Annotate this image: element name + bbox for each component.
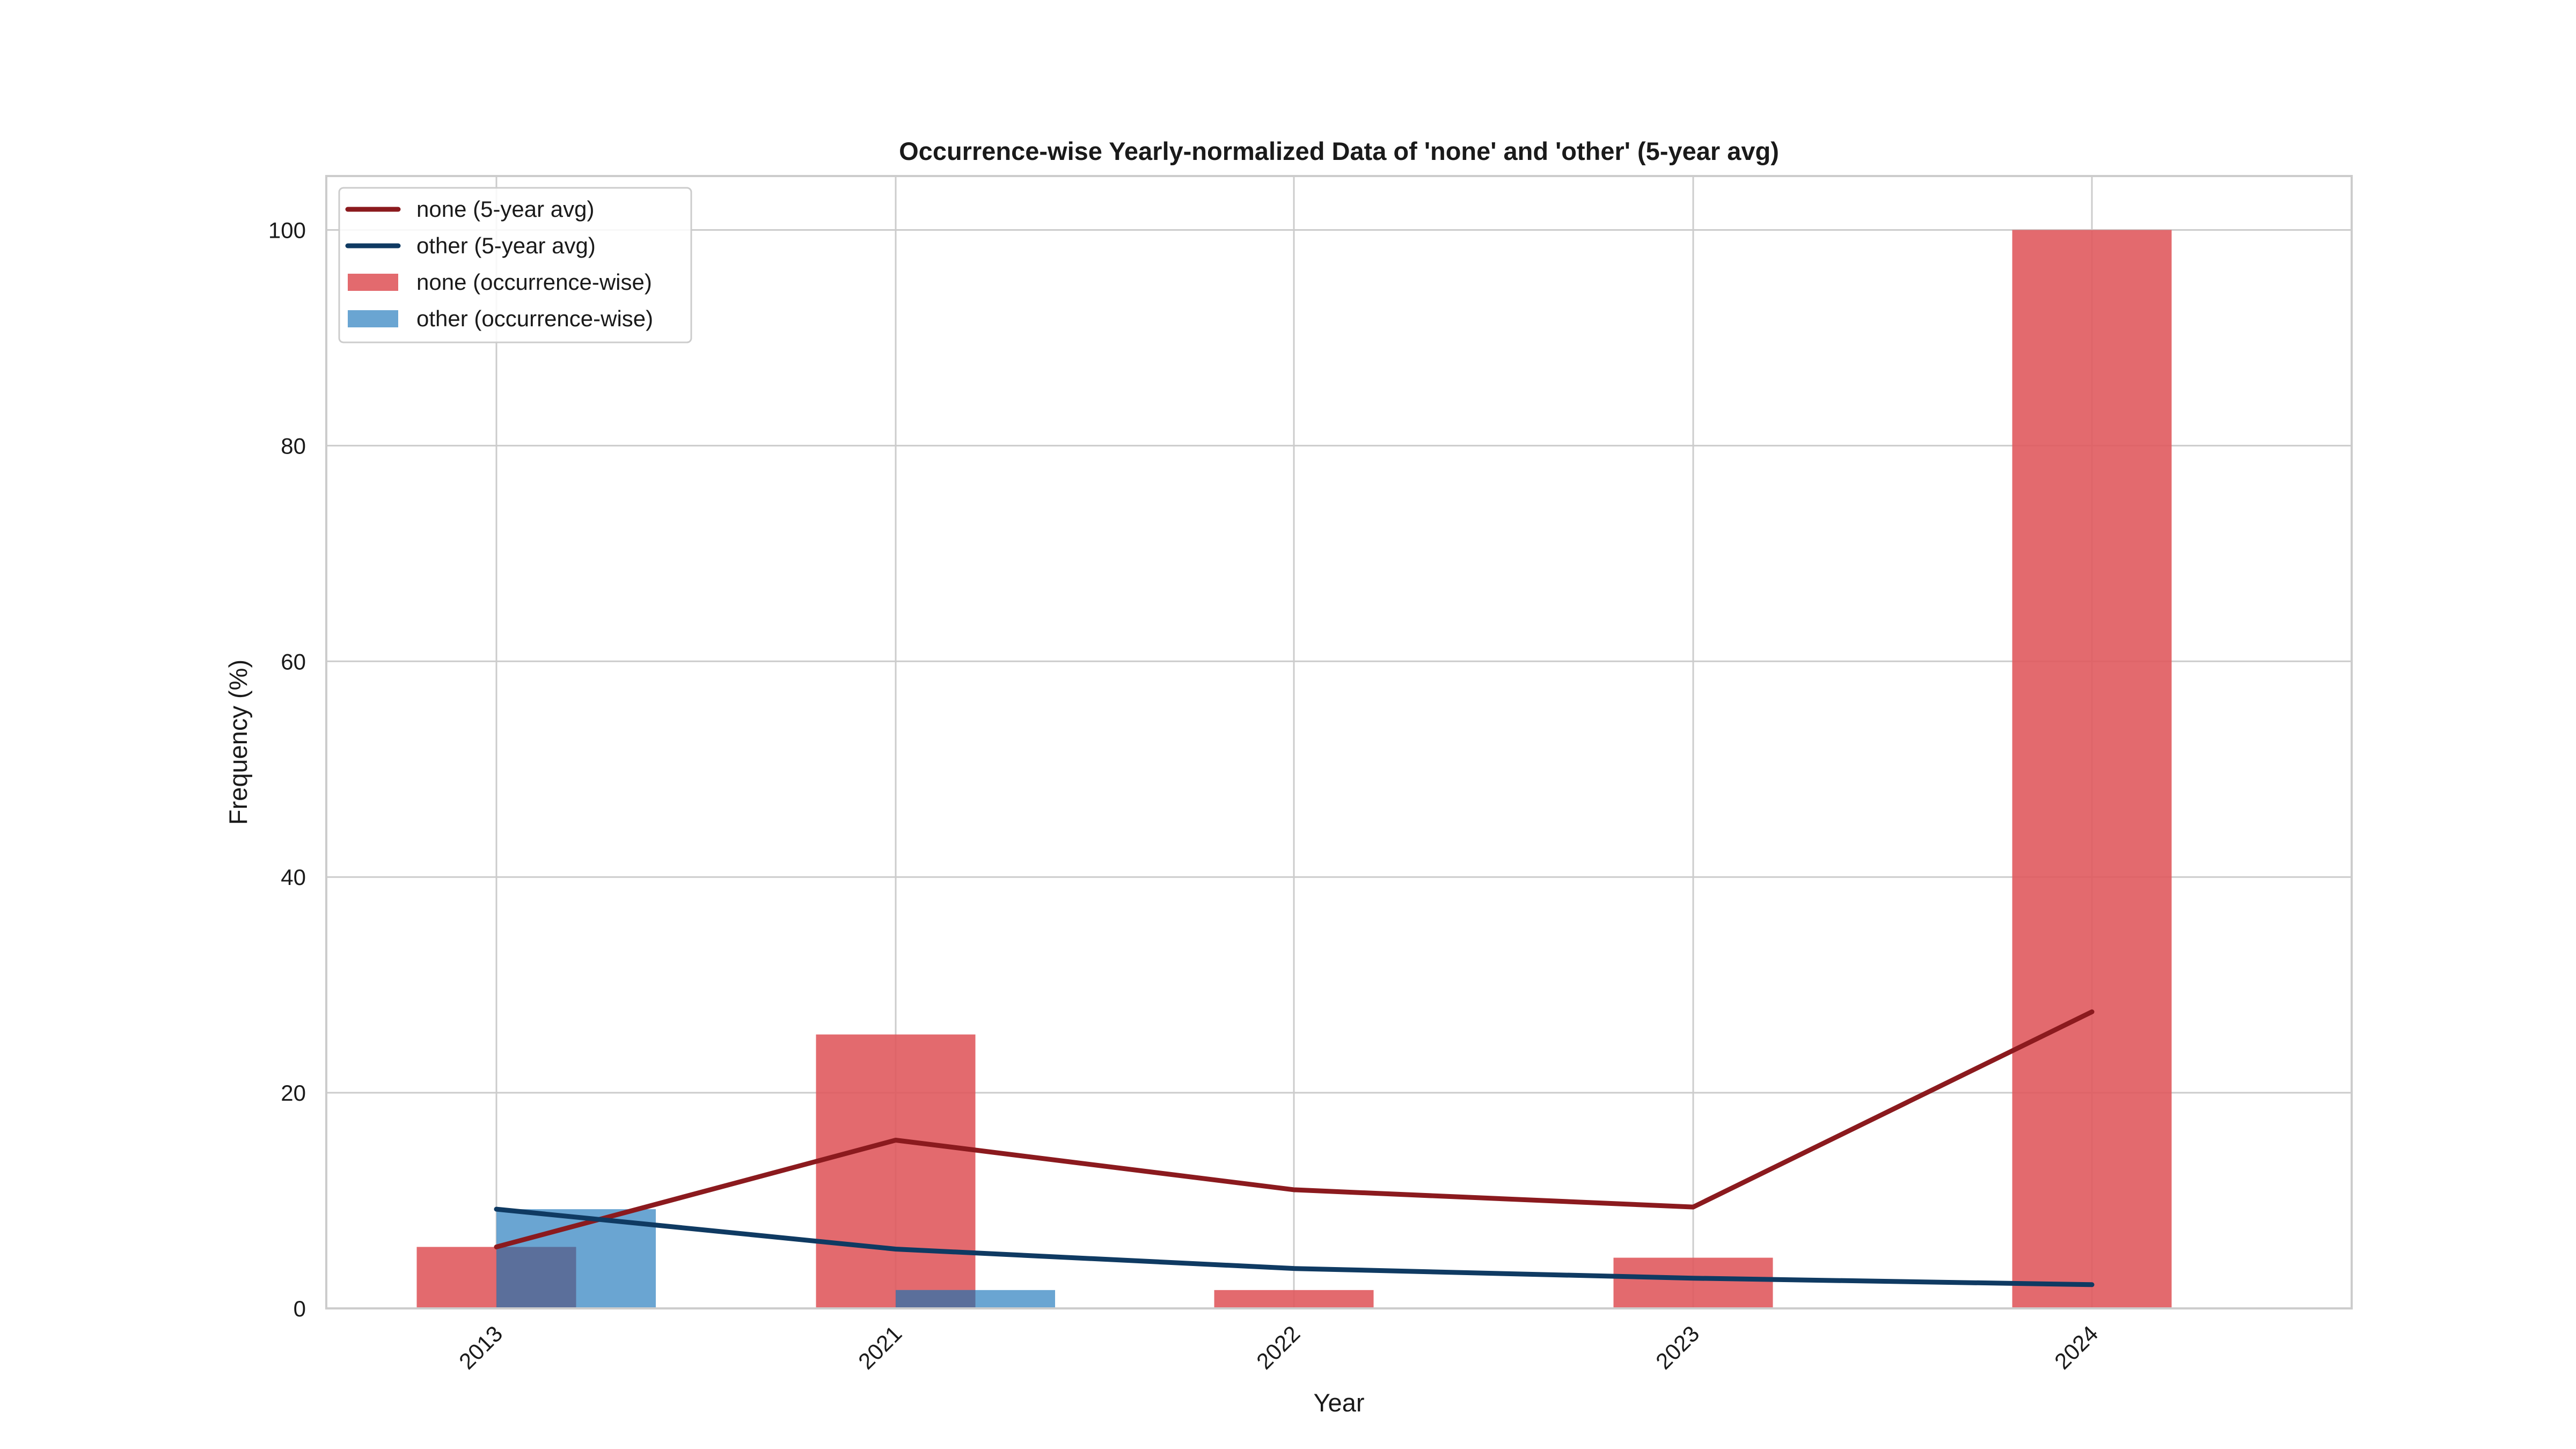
- y-tick-label: 40: [281, 865, 306, 890]
- legend-frame: [338, 187, 692, 343]
- bar-none-2023: [1613, 1257, 1773, 1308]
- bar-none-2021: [816, 1034, 976, 1308]
- y-tick-label: 20: [281, 1080, 306, 1106]
- legend-label: other (occurrence-wise): [416, 306, 653, 331]
- y-tick-label: 100: [268, 217, 306, 243]
- lines: [494, 1009, 2095, 1287]
- x-tick-label: 2024: [2050, 1321, 2103, 1374]
- line-other-5-year-avg: [494, 1206, 2095, 1287]
- x-axis-label: Year: [1314, 1388, 1365, 1417]
- bar-none-2024: [2012, 230, 2172, 1308]
- y-axis-ticks: 0 20 40 60 80 100: [268, 217, 306, 1321]
- bar-overlap-2013: [496, 1247, 576, 1308]
- bar-none-2022: [1214, 1290, 1374, 1308]
- bars: [416, 230, 2172, 1308]
- legend: none (5-year avg) other (5-year avg) none …: [338, 187, 692, 343]
- y-axis-label: Frequency (%): [224, 660, 252, 825]
- legend-bar-swatch: [348, 310, 398, 327]
- chart-title: Occurrence-wise Yearly-normalized Data o…: [899, 137, 1779, 165]
- legend-label: other (5-year avg): [416, 233, 596, 258]
- plot-frame: [325, 175, 2353, 1309]
- x-tick-label: 2013: [454, 1321, 507, 1374]
- legend-bar-swatch: [348, 274, 398, 291]
- x-axis-ticks: 2013 2021 2022 2023 2024: [454, 1321, 2103, 1374]
- legend-label: none (5-year avg): [416, 196, 595, 222]
- x-tick-label: 2021: [853, 1321, 906, 1374]
- legend-label: none (occurrence-wise): [416, 269, 652, 295]
- bar-overlap-2021: [896, 1290, 976, 1308]
- y-tick-label: 0: [294, 1296, 306, 1321]
- y-tick-label: 80: [281, 433, 306, 458]
- line-none-5-year-avg: [494, 1009, 2095, 1249]
- y-tick-label: 60: [281, 649, 306, 674]
- x-tick-label: 2022: [1252, 1321, 1305, 1374]
- x-tick-label: 2023: [1651, 1321, 1704, 1374]
